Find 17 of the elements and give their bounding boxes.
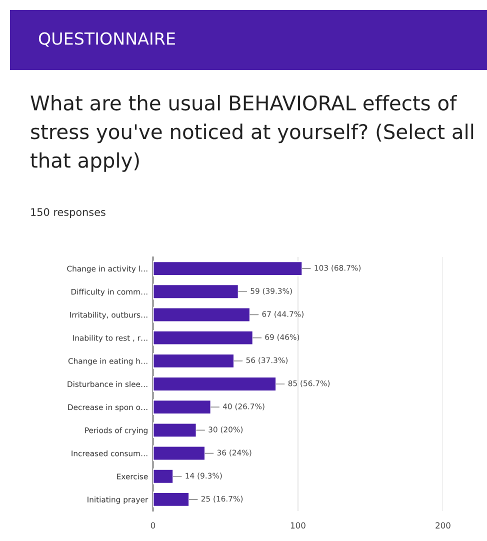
bar [153, 422, 198, 438]
bar [153, 353, 235, 369]
bar [153, 468, 174, 484]
x-tick-label: 100 [290, 522, 306, 529]
chart-subtitle: What are the usual BEHAVIORAL effects of stress you've noticed at yourself? (Select all that apply) [30, 95, 474, 172]
bar [153, 330, 254, 346]
x-tick-label: 200 [436, 522, 450, 529]
bar [153, 492, 190, 508]
bar [153, 260, 304, 276]
bar [153, 376, 277, 392]
bar [153, 306, 251, 323]
bar [153, 445, 206, 462]
text: 150 responses [31, 208, 106, 218]
bar [153, 284, 240, 300]
chart-title: QUESTIONNAIRE [38, 32, 175, 47]
x-tick-label: 0 [150, 522, 156, 529]
bar [153, 399, 212, 415]
